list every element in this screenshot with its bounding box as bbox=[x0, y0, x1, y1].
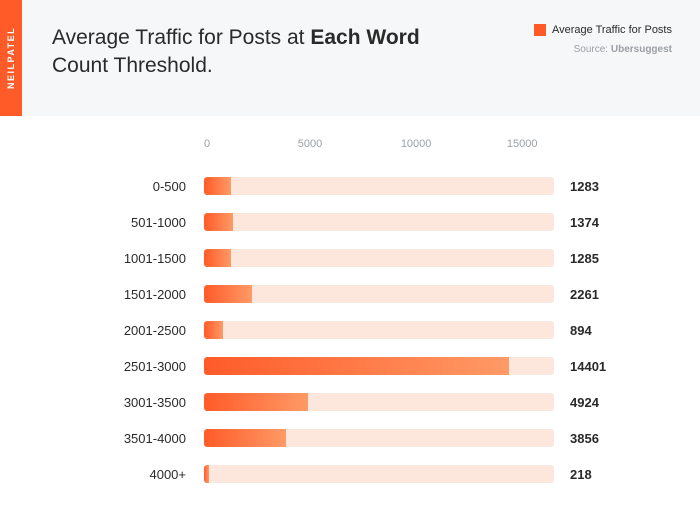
axis-tick: 15000 bbox=[507, 138, 538, 150]
value-label: 1374 bbox=[554, 215, 624, 230]
value-label: 2261 bbox=[554, 287, 624, 302]
bar-track bbox=[204, 429, 554, 447]
value-label: 1285 bbox=[554, 251, 624, 266]
source-prefix: Source: bbox=[574, 44, 611, 55]
source-line: Source: Ubersuggest bbox=[574, 44, 672, 55]
bars-container: 0-500 1283 501-1000 1374 1001-1500 1285 1501-2… bbox=[22, 168, 672, 492]
legend-swatch bbox=[534, 24, 546, 36]
value-label: 1283 bbox=[554, 179, 624, 194]
category-label: 4000+ bbox=[22, 467, 204, 482]
value-label: 894 bbox=[554, 323, 624, 338]
title-prefix: Average Traffic for Posts at bbox=[52, 26, 310, 49]
legend: Average Traffic for Posts bbox=[534, 24, 672, 36]
bar-track bbox=[204, 357, 554, 375]
chart-title: Average Traffic for Posts at Each Word C… bbox=[52, 24, 442, 81]
bar-track bbox=[204, 177, 554, 195]
category-label: 1001-1500 bbox=[22, 251, 204, 266]
category-label: 2001-2500 bbox=[22, 323, 204, 338]
bar-row: 1001-1500 1285 bbox=[22, 240, 672, 276]
category-label: 3501-4000 bbox=[22, 431, 204, 446]
value-label: 14401 bbox=[554, 359, 624, 374]
bar-fill bbox=[204, 285, 252, 303]
bar-track bbox=[204, 213, 554, 231]
bar-fill bbox=[204, 213, 233, 231]
bar-fill bbox=[204, 465, 209, 483]
value-label: 3856 bbox=[554, 431, 624, 446]
category-label: 0-500 bbox=[22, 179, 204, 194]
value-label: 218 bbox=[554, 467, 624, 482]
header: Average Traffic for Posts at Each Word C… bbox=[22, 0, 700, 116]
category-label: 1501-2000 bbox=[22, 287, 204, 302]
bar-track bbox=[204, 321, 554, 339]
title-suffix: Count Threshold. bbox=[52, 54, 213, 77]
bar-row: 2001-2500 894 bbox=[22, 312, 672, 348]
axis-ticks: 0 5000 10000 15000 bbox=[204, 138, 554, 154]
bar-row: 501-1000 1374 bbox=[22, 204, 672, 240]
bar-row: 2501-3000 14401 bbox=[22, 348, 672, 384]
bar-track bbox=[204, 465, 554, 483]
bar-track bbox=[204, 393, 554, 411]
axis-tick: 10000 bbox=[401, 138, 432, 150]
bar-fill bbox=[204, 429, 286, 447]
title-bold: Each Word bbox=[310, 26, 419, 49]
category-label: 3001-3500 bbox=[22, 395, 204, 410]
bar-row: 4000+ 218 bbox=[22, 456, 672, 492]
axis-tick: 0 bbox=[204, 138, 210, 150]
bar-row: 3001-3500 4924 bbox=[22, 384, 672, 420]
bar-row: 3501-4000 3856 bbox=[22, 420, 672, 456]
bar-fill bbox=[204, 393, 308, 411]
brand-strip: NEILPATEL bbox=[0, 0, 22, 116]
bar-track bbox=[204, 285, 554, 303]
x-axis: 0 5000 10000 15000 bbox=[22, 138, 672, 154]
bar-fill bbox=[204, 177, 231, 195]
axis-tick: 5000 bbox=[298, 138, 322, 150]
bar-fill bbox=[204, 357, 509, 375]
category-label: 2501-3000 bbox=[22, 359, 204, 374]
bar-row: 1501-2000 2261 bbox=[22, 276, 672, 312]
category-label: 501-1000 bbox=[22, 215, 204, 230]
bar-fill bbox=[204, 249, 231, 267]
value-label: 4924 bbox=[554, 395, 624, 410]
bar-fill bbox=[204, 321, 223, 339]
bar-row: 0-500 1283 bbox=[22, 168, 672, 204]
chart-area: 0 5000 10000 15000 0-500 1283 501-1000 1374 100… bbox=[22, 116, 700, 507]
bar-track bbox=[204, 249, 554, 267]
legend-label: Average Traffic for Posts bbox=[552, 24, 672, 36]
source-name: Ubersuggest bbox=[611, 44, 672, 55]
